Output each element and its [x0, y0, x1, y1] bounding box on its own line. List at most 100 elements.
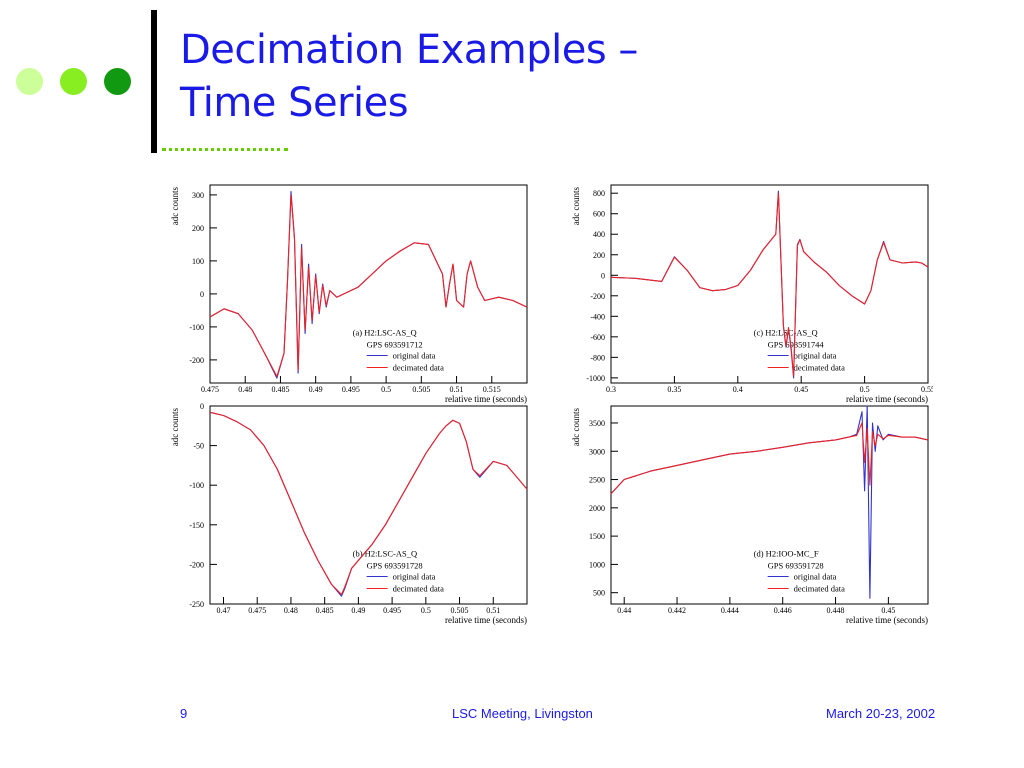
- x-tick-label: 0.47: [216, 606, 230, 615]
- y-tick-label: 100: [192, 257, 204, 266]
- y-tick-label: -100: [189, 481, 204, 490]
- chart-d: 500 1000 1500 2000 2500 3000 3500 0.44 0.442 0.44…: [571, 405, 929, 625]
- x-tick-label: 0.446: [774, 606, 792, 615]
- chart-b: -250 -200 -150 -100 -50 0 0.47 0.475 0.48 0.485 0.…: [170, 402, 528, 625]
- series-line-decimated: [610, 422, 929, 495]
- x-tick-label: 0.485: [316, 606, 334, 615]
- y-tick-label: 400: [593, 230, 605, 239]
- series-line-decimated: [209, 194, 528, 377]
- x-tick-label: 0.448: [827, 606, 845, 615]
- x-tick-label: 0.49: [309, 385, 323, 394]
- x-tick-label: 0.55: [921, 385, 933, 394]
- y-tick-label: 200: [192, 224, 204, 233]
- x-tick-label: 0.505: [412, 385, 430, 394]
- x-tick-label: 0.475: [248, 606, 266, 615]
- y-tick-label: -200: [189, 560, 204, 569]
- plot-frame: [209, 184, 528, 384]
- legend-gps: GPS 693591712: [367, 339, 423, 349]
- chart-a: -200 -100 0 100 200 300 0.475 0.48 0.485 0.49 0.49…: [170, 184, 528, 404]
- legend-title: (d) H2:IOO-MC_F: [754, 548, 819, 558]
- y-tick-label: -50: [193, 442, 204, 451]
- x-tick-label: 0.5: [860, 385, 870, 394]
- x-tick-label: 0.51: [486, 606, 500, 615]
- x-tick-label: 0.495: [383, 606, 401, 615]
- x-tick-label: 0.48: [284, 606, 298, 615]
- legend-entry: decimated data: [794, 362, 845, 372]
- y-tick-label: 1500: [589, 532, 605, 541]
- accent-dot-1: [16, 68, 43, 95]
- accent-dot-2: [60, 68, 87, 95]
- y-tick-label: -150: [189, 521, 204, 530]
- x-tick-label: 0.505: [451, 606, 469, 615]
- y-tick-label: 2000: [589, 504, 605, 513]
- legend-title: (b) H2:LSC-AS_Q: [353, 548, 417, 558]
- y-tick-label: 1000: [589, 560, 605, 569]
- x-tick-label: 0.48: [238, 385, 252, 394]
- x-axis-label: relative time (seconds): [445, 394, 527, 404]
- x-axis-label: relative time (seconds): [846, 394, 928, 404]
- plot-frame: [209, 405, 528, 605]
- y-tick-label: -200: [189, 356, 204, 365]
- x-tick-label: 0.44: [617, 606, 631, 615]
- y-axis-label: adc counts: [571, 187, 581, 226]
- y-tick-label: -250: [189, 600, 204, 609]
- y-tick-label: -600: [590, 333, 605, 342]
- x-tick-label: 0.485: [271, 385, 289, 394]
- slide-title: Decimation Examples – Time Series: [180, 24, 638, 130]
- y-tick-label: -400: [590, 312, 605, 321]
- slide-footer-date: March 20-23, 2002: [826, 706, 936, 721]
- plot-frame: [610, 184, 929, 384]
- y-tick-label: 0: [200, 290, 204, 299]
- legend-title: (a) H2:LSC-AS_Q: [353, 327, 417, 337]
- y-axis-label: adc counts: [170, 187, 180, 226]
- y-tick-label: 800: [593, 189, 605, 198]
- legend-gps: GPS 693591728: [768, 560, 824, 570]
- y-tick-label: 3500: [589, 419, 605, 428]
- x-tick-label: 0.495: [342, 385, 360, 394]
- slide-title-line-2: Time Series: [180, 80, 409, 126]
- legend-entry: decimated data: [393, 583, 444, 593]
- x-tick-label: 0.5: [421, 606, 431, 615]
- x-axis-label: relative time (seconds): [846, 615, 928, 625]
- x-tick-label: 0.45: [881, 606, 895, 615]
- y-tick-label: -800: [590, 353, 605, 362]
- x-tick-label: 0.442: [668, 606, 686, 615]
- legend-entry: decimated data: [393, 362, 444, 372]
- accent-dot-3: [104, 68, 131, 95]
- legend-entry: original data: [393, 571, 436, 581]
- plot-frame: [610, 405, 929, 605]
- x-tick-label: 0.45: [794, 385, 808, 394]
- title-accent-bar: [151, 10, 157, 153]
- x-tick-label: 0.5: [381, 385, 391, 394]
- legend-entry: original data: [794, 571, 837, 581]
- x-tick-label: 0.51: [450, 385, 464, 394]
- series-line-decimated: [209, 411, 528, 596]
- y-tick-label: 2500: [589, 476, 605, 485]
- y-tick-label: 3000: [589, 447, 605, 456]
- y-tick-label: -100: [189, 323, 204, 332]
- y-tick-label: -1000: [586, 374, 605, 383]
- legend-entry: decimated data: [794, 583, 845, 593]
- slide-title-line-1: Decimation Examples –: [180, 27, 638, 73]
- y-tick-label: 300: [192, 191, 204, 200]
- legend-gps: GPS 693591728: [367, 560, 423, 570]
- y-axis-label: adc counts: [170, 408, 180, 447]
- slide-footer-center: LSC Meeting, Livingston: [452, 706, 593, 721]
- legend-entry: original data: [393, 350, 436, 360]
- x-tick-label: 0.35: [667, 385, 681, 394]
- x-tick-label: 0.3: [606, 385, 616, 394]
- slide-page-number: 9: [180, 706, 188, 721]
- y-tick-label: 600: [593, 210, 605, 219]
- y-tick-label: 0: [200, 402, 204, 411]
- y-tick-label: 0: [601, 271, 605, 280]
- title-dotted-underline: [162, 148, 288, 151]
- legend-entry: original data: [794, 350, 837, 360]
- series-line-decimated: [610, 192, 929, 377]
- x-axis-label: relative time (seconds): [445, 615, 527, 625]
- y-tick-label: 200: [593, 251, 605, 260]
- x-tick-label: 0.4: [733, 385, 743, 394]
- x-tick-label: 0.515: [483, 385, 501, 394]
- y-tick-label: -200: [590, 292, 605, 301]
- x-tick-label: 0.475: [201, 385, 219, 394]
- y-tick-label: 500: [593, 589, 605, 598]
